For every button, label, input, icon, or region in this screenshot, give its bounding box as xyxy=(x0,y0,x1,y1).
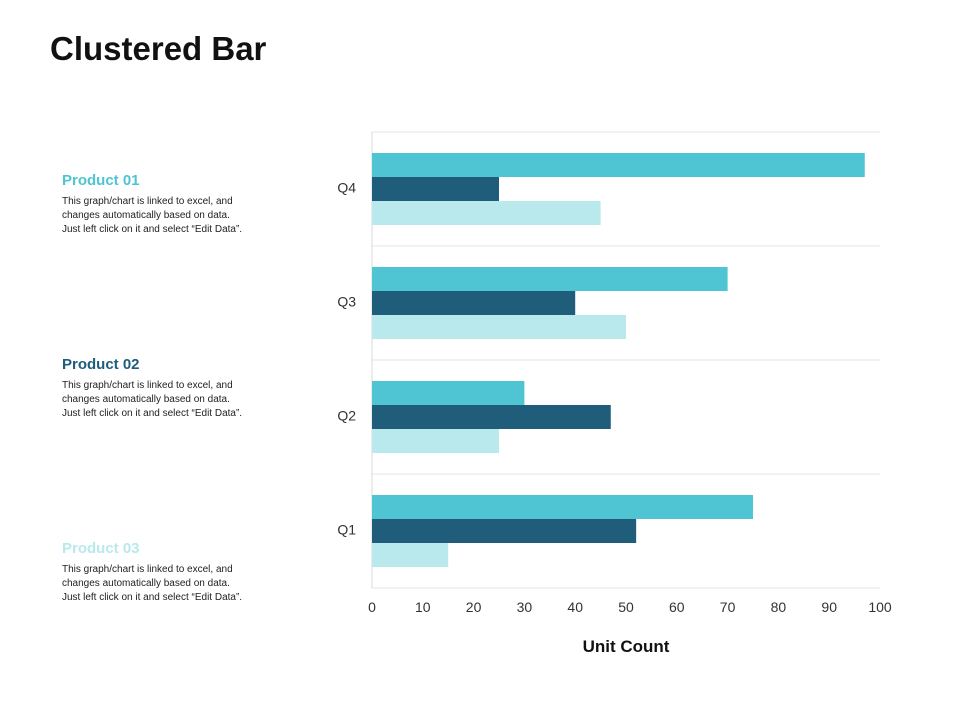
x-tick-label: 60 xyxy=(669,599,685,615)
bar-q1-product-01 xyxy=(372,495,753,519)
legend-product-03: Product 03 This graph/chart is linked to… xyxy=(62,540,292,605)
x-tick-label: 40 xyxy=(567,599,583,615)
x-tick-label: 100 xyxy=(868,599,892,615)
x-axis-title: Unit Count xyxy=(583,637,670,656)
bar-q4-product-02 xyxy=(372,177,499,201)
x-tick-label: 0 xyxy=(368,599,376,615)
x-tick-label: 10 xyxy=(415,599,431,615)
y-tick-label: Q1 xyxy=(337,522,356,538)
x-tick-label: 90 xyxy=(821,599,837,615)
bar-q2-product-02 xyxy=(372,405,611,429)
y-tick-label: Q2 xyxy=(337,408,356,424)
x-tick-label: 20 xyxy=(466,599,482,615)
legend-product-01: Product 01 This graph/chart is linked to… xyxy=(62,172,292,237)
bar-q2-product-03 xyxy=(372,429,499,453)
page-title: Clustered Bar xyxy=(50,30,267,67)
legend-product-03-text: This graph/chart is linked to excel, and… xyxy=(62,564,243,603)
legend-product-02-title: Product 02 xyxy=(62,356,140,373)
y-tick-label: Q4 xyxy=(337,180,356,196)
bar-q1-product-03 xyxy=(372,543,449,567)
bar-q4-product-03 xyxy=(372,201,601,225)
x-tick-label: 70 xyxy=(720,599,736,615)
bar-q3-product-03 xyxy=(372,315,626,339)
bar-q4-product-01 xyxy=(372,153,865,177)
bar-q3-product-01 xyxy=(372,267,728,291)
x-tick-label: 80 xyxy=(771,599,787,615)
y-tick-label: Q3 xyxy=(337,294,356,310)
legend-product-02-text: This graph/chart is linked to excel, and… xyxy=(62,380,243,419)
legend-product-03-title: Product 03 xyxy=(62,540,140,557)
legend-product-02: Product 02 This graph/chart is linked to… xyxy=(62,356,292,421)
bar-q1-product-02 xyxy=(372,519,637,543)
legend-product-01-text: This graph/chart is linked to excel, and… xyxy=(62,196,243,235)
x-tick-label: 50 xyxy=(618,599,634,615)
bar-q2-product-01 xyxy=(372,381,525,405)
legend-product-01-title: Product 01 xyxy=(62,172,140,189)
x-tick-label: 30 xyxy=(517,599,533,615)
bar-q3-product-02 xyxy=(372,291,576,315)
